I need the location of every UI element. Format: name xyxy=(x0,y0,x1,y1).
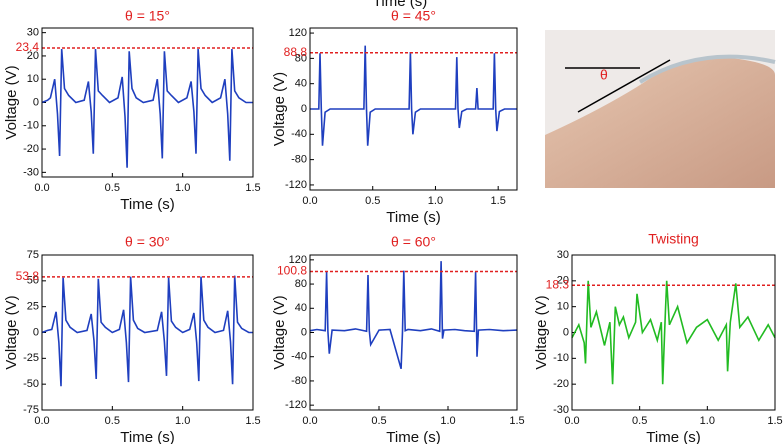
y-tick-label: -10 xyxy=(553,352,569,364)
y-tick-label: 25 xyxy=(27,301,39,313)
y-tick-label: 80 xyxy=(295,52,307,64)
y-tick-label: -80 xyxy=(291,375,307,387)
x-axis-label: Time (s) xyxy=(386,209,440,226)
x-tick-label: 0.0 xyxy=(302,415,317,427)
x-tick-label: 1.0 xyxy=(440,415,455,427)
plot-frame xyxy=(41,27,254,178)
x-tick-label: 1.0 xyxy=(175,182,190,194)
data-line xyxy=(310,45,517,146)
y-axis-label: Voltage (V) xyxy=(3,295,20,369)
x-tick-label: 1.0 xyxy=(428,195,443,207)
y-tick-label: 120 xyxy=(289,27,307,39)
y-tick-label: 30 xyxy=(557,249,569,261)
y-tick-label: -40 xyxy=(291,128,307,140)
x-tick-label: 0.5 xyxy=(365,195,380,207)
reference-label: 53.8 xyxy=(16,269,40,283)
y-tick-label: -40 xyxy=(291,351,307,363)
y-tick-label: 10 xyxy=(557,301,569,313)
y-tick-label: -20 xyxy=(23,143,39,155)
y-tick-label: 40 xyxy=(295,78,307,90)
reference-label: 100.8 xyxy=(277,264,307,278)
data-line xyxy=(309,261,518,370)
y-tick-label: 50 xyxy=(27,275,39,287)
chart-title: θ = 45° xyxy=(391,8,436,24)
y-tick-label: -80 xyxy=(291,154,307,166)
y-axis-label: Voltage (V) xyxy=(3,65,20,139)
x-tick-label: 1.5 xyxy=(509,415,524,427)
x-axis-label: Time (s) xyxy=(646,429,700,444)
plot-frame xyxy=(41,254,254,411)
angle-label: θ xyxy=(600,67,608,83)
x-axis-label: Time (s) xyxy=(120,429,174,444)
reference-label: 18.3 xyxy=(546,277,570,291)
arm xyxy=(545,57,775,189)
x-tick-label: 1.0 xyxy=(700,415,715,427)
y-tick-label: -30 xyxy=(23,166,39,178)
angle-line xyxy=(577,59,671,113)
x-tick-label: 0.0 xyxy=(34,182,49,194)
y-tick-label: 10 xyxy=(27,73,39,85)
y-tick-label: -120 xyxy=(285,399,307,411)
x-tick-label: 0.5 xyxy=(105,415,120,427)
chart-title: θ = 15° xyxy=(125,8,170,24)
y-tick-label: 75 xyxy=(27,249,39,261)
y-tick-label: 20 xyxy=(27,50,39,62)
chart-title: Twisting xyxy=(648,231,699,247)
data-line xyxy=(41,275,253,387)
y-tick-label: -30 xyxy=(553,404,569,416)
y-tick-label: -120 xyxy=(285,179,307,191)
top-caption: Time (s) xyxy=(373,0,427,10)
data-line xyxy=(41,48,253,168)
y-tick-label: -10 xyxy=(23,120,39,132)
plot-frame xyxy=(309,254,518,411)
chart-title: θ = 30° xyxy=(125,234,170,250)
x-tick-label: 0.0 xyxy=(564,415,579,427)
y-tick-label: -50 xyxy=(23,378,39,390)
y-tick-label: 0 xyxy=(33,96,39,108)
x-axis-label: Time (s) xyxy=(386,429,440,444)
y-tick-label: 0 xyxy=(301,103,307,115)
y-axis-label: Voltage (V) xyxy=(533,295,550,369)
x-tick-label: 0.0 xyxy=(34,415,49,427)
reference-label: 23.4 xyxy=(16,40,40,54)
plot-frame xyxy=(309,27,518,191)
data-line xyxy=(571,280,776,385)
y-axis-label: Voltage (V) xyxy=(271,72,288,146)
x-tick-label: 1.5 xyxy=(245,182,260,194)
y-tick-label: -75 xyxy=(23,404,39,416)
x-tick-label: 1.5 xyxy=(245,415,260,427)
x-tick-label: 1.0 xyxy=(175,415,190,427)
x-tick-label: 0.5 xyxy=(632,415,647,427)
photo: θ xyxy=(545,30,776,189)
x-tick-label: 1.5 xyxy=(767,415,782,427)
y-tick-label: -20 xyxy=(553,378,569,390)
x-tick-label: 1.5 xyxy=(491,195,506,207)
reference-label: 88.8 xyxy=(284,45,308,59)
plot-frame xyxy=(571,254,776,411)
y-tick-label: 120 xyxy=(289,254,307,266)
sensor xyxy=(638,54,776,84)
y-tick-label: 40 xyxy=(295,302,307,314)
y-tick-label: -25 xyxy=(23,352,39,364)
chart-title: θ = 60° xyxy=(391,234,436,250)
y-tick-label: 80 xyxy=(295,278,307,290)
y-tick-label: 0 xyxy=(33,326,39,338)
x-axis-label: Time (s) xyxy=(120,196,174,213)
x-tick-label: 0.0 xyxy=(302,195,317,207)
x-tick-label: 0.5 xyxy=(371,415,386,427)
x-tick-label: 0.5 xyxy=(105,182,120,194)
y-tick-label: 30 xyxy=(27,27,39,39)
y-axis-label: Voltage (V) xyxy=(271,295,288,369)
y-tick-label: 0 xyxy=(301,326,307,338)
y-tick-label: 0 xyxy=(563,326,569,338)
y-tick-label: 20 xyxy=(557,275,569,287)
